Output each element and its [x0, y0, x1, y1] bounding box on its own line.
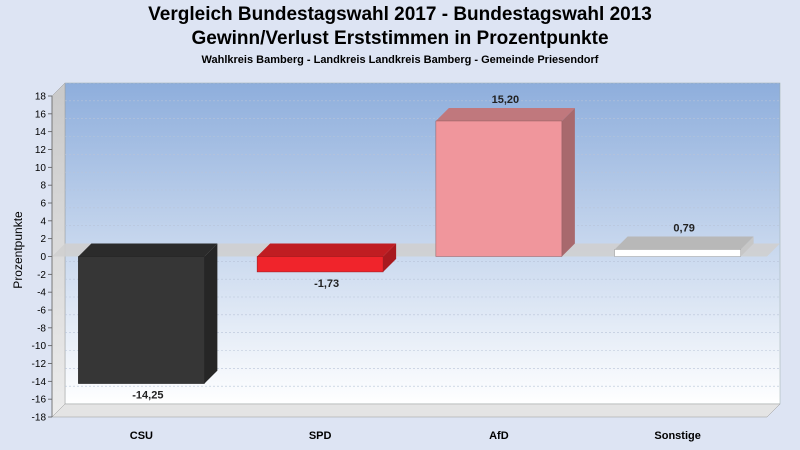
bar-front [435, 120, 563, 257]
y-tick-label: -18 [32, 413, 47, 424]
bar-sonstige [614, 236, 754, 257]
y-tick-label: -10 [32, 341, 47, 352]
x-tick-label: SPD [309, 430, 332, 442]
y-tick-label: 10 [35, 163, 47, 174]
bar-side [383, 243, 397, 272]
y-tick-label: -16 [32, 395, 47, 406]
y-tick-label: -14 [32, 377, 47, 388]
zero-plane [52, 243, 780, 257]
y-tick-label: 12 [35, 145, 47, 156]
bar-front [614, 249, 741, 257]
chart-title-line2: Gewinn/Verlust Erststimmen in Prozentpun… [191, 28, 609, 49]
y-tick-label: -6 [37, 306, 46, 317]
y-axis-title: Prozentpunkte [11, 211, 25, 289]
x-tick-label: AfD [489, 430, 509, 442]
y-tick-label: 14 [35, 127, 47, 138]
y-tick-label: -12 [32, 359, 47, 370]
data-label: -14,25 [132, 390, 163, 402]
bar-csu [78, 243, 218, 384]
y-tick-label: 18 [35, 92, 47, 103]
data-label: -1,73 [314, 278, 339, 290]
bar-top [614, 236, 754, 250]
x-tick-label: Sonstige [654, 430, 700, 442]
bar-side [561, 107, 575, 257]
chart-subtitle: Wahlkreis Bamberg - Landkreis Landkreis … [201, 54, 599, 66]
y-tick-label: -4 [37, 288, 46, 299]
y-tick-label: 8 [40, 181, 46, 192]
data-label: 15,20 [492, 94, 520, 106]
bar-side [204, 243, 218, 384]
y-tick-label: 16 [35, 109, 47, 120]
y-tick-label: 2 [40, 234, 46, 245]
bar-top [435, 107, 575, 121]
bar-top [257, 243, 397, 257]
bar-side [740, 236, 754, 257]
y-tick-label: 6 [40, 199, 46, 210]
y-tick-label: 0 [40, 252, 46, 263]
bar-spd [256, 243, 397, 273]
plot-floor [51, 403, 781, 418]
bar-top [78, 243, 218, 257]
y-tick-label: -2 [37, 270, 46, 281]
y-tick-label: 4 [40, 216, 46, 227]
bar-front [78, 256, 205, 384]
data-label: 0,79 [673, 222, 694, 234]
bar-afd [435, 107, 575, 257]
y-tick-label: -8 [37, 323, 46, 334]
bar-front [256, 256, 384, 273]
x-tick-label: CSU [130, 430, 153, 442]
chart-title: Vergleich Bundestagswahl 2017 - Bundesta… [148, 4, 652, 25]
